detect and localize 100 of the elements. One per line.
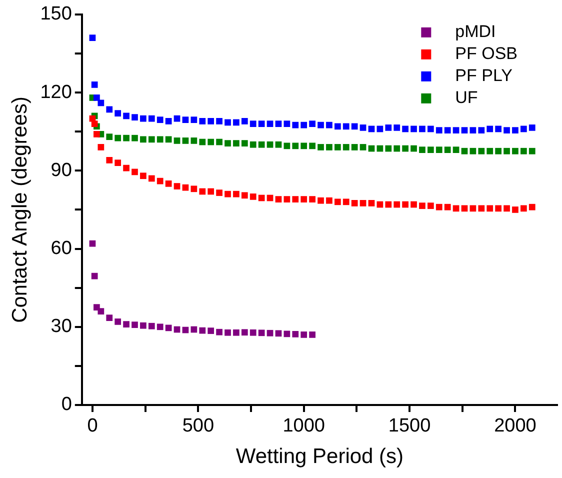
point [165,136,172,143]
point [266,120,274,127]
point [486,148,494,154]
point [241,118,248,124]
point [258,330,265,336]
point [123,112,130,120]
point [504,127,510,134]
point [241,329,248,336]
point [182,138,189,144]
point [132,134,138,142]
point [258,141,265,148]
point [427,146,434,153]
point [452,127,460,134]
legend-label: PF PLY [455,66,512,86]
point [300,122,308,128]
point [241,192,248,199]
point [309,142,316,150]
y-tick-label: 60 [50,238,72,259]
y-axis-title: Contact Angle (degrees) [8,96,32,323]
point [266,141,274,148]
point [156,178,164,184]
point [224,119,231,126]
y-tick-label: 150 [40,4,72,25]
point [309,196,316,202]
point [410,126,417,132]
point [402,145,408,152]
point [165,324,172,332]
point [351,123,358,130]
point [114,134,122,142]
point [250,329,256,336]
point [402,126,408,132]
point [174,138,180,144]
point [106,157,113,164]
x-tick-label: 500 [182,416,214,437]
point [114,318,122,325]
point [165,118,172,124]
point [478,205,485,212]
point [190,116,198,124]
point [444,146,451,153]
point [436,146,442,153]
y-tick-label: 30 [50,316,72,338]
point [284,142,290,150]
point [351,144,358,150]
point [98,100,104,106]
x-tick-label: 2000 [494,416,536,437]
point [504,205,510,212]
point [528,148,536,154]
point [98,308,104,314]
point [284,120,290,127]
point [266,330,274,336]
point [284,196,290,202]
point [284,330,290,338]
point [394,145,400,152]
point [190,326,198,333]
point [292,142,299,150]
point [461,148,468,154]
point [419,202,426,209]
point [241,140,248,146]
x-axis-title: Wetting Period (s) [236,445,404,468]
point [275,330,282,337]
point [258,194,265,202]
point [250,120,256,127]
point [91,82,98,88]
point [318,122,324,128]
point [385,145,392,152]
point [486,205,494,212]
x-tick-label: 0 [87,416,98,437]
point [394,201,400,208]
point [140,136,146,143]
point [512,127,518,134]
point [114,110,122,117]
point [520,126,527,132]
point [410,145,417,152]
point [233,140,240,146]
point [334,198,341,206]
point [233,119,240,126]
point [258,120,265,127]
point [224,140,231,146]
point [208,138,214,146]
point [292,196,299,202]
point [495,126,502,132]
point [444,127,451,134]
point [427,126,434,132]
point [452,146,460,153]
point [140,115,146,122]
point [351,200,358,206]
point [132,168,138,176]
point [199,138,206,146]
point [512,206,518,213]
point [326,144,332,150]
point [342,123,350,130]
point [174,183,180,190]
point [199,327,206,334]
point [385,124,392,131]
point [410,201,417,208]
point [156,136,164,143]
point [132,114,138,120]
y-tick-label: 120 [40,82,72,103]
point [165,180,172,187]
point [478,127,485,134]
